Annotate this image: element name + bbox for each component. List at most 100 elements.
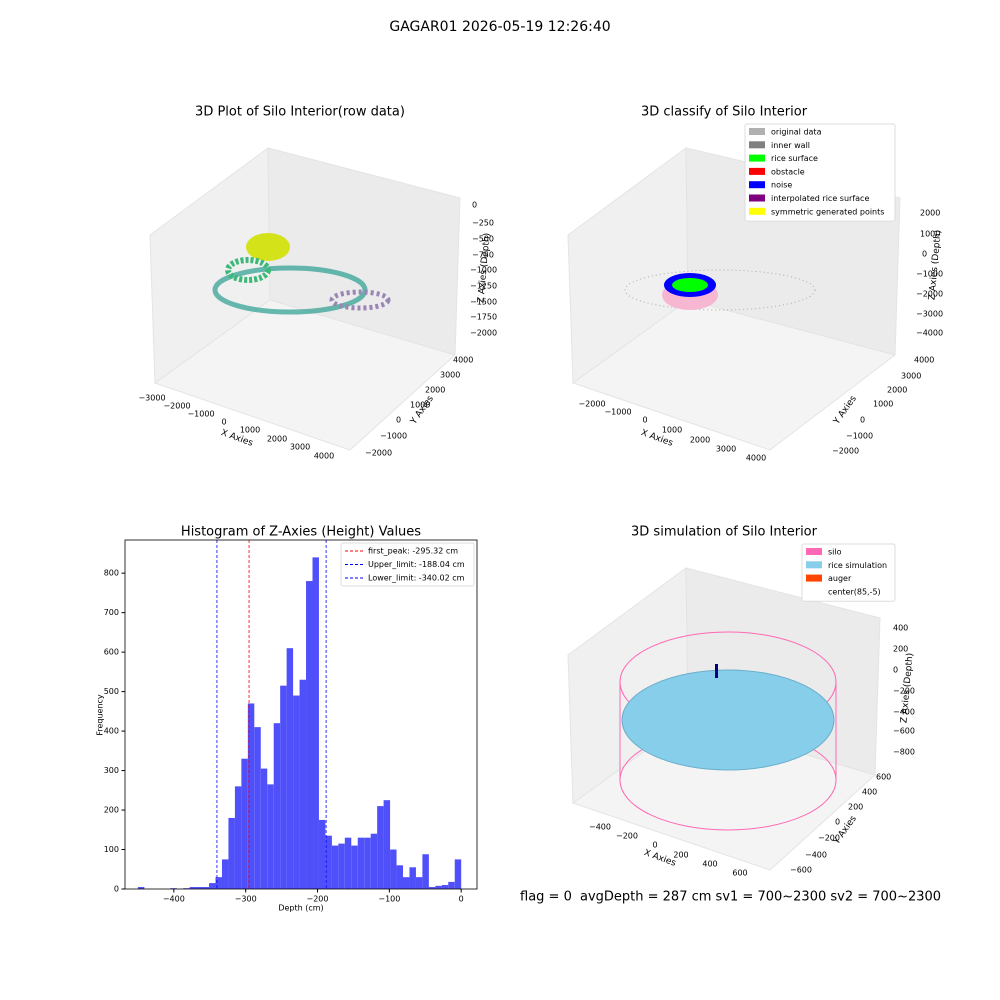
legend-label: rice simulation [828, 561, 887, 570]
y-tick-label: 2000 [887, 386, 907, 395]
bar [370, 833, 378, 889]
panel-title: 3D classify of Silo Interior [641, 105, 808, 120]
legend-box [340, 542, 475, 587]
legend-swatch [749, 167, 765, 175]
y-tick-label: 1000 [410, 401, 430, 410]
z-tick-label: −1750 [470, 313, 497, 322]
legend-swatch [806, 548, 822, 555]
x-tick-label: 0 [652, 841, 657, 850]
x-tick-label: −100 [378, 895, 400, 904]
bar [344, 837, 352, 889]
bar [364, 837, 371, 889]
bar [228, 817, 235, 889]
x-tick-label: −200 [616, 832, 638, 841]
x-tick-label: −400 [163, 895, 185, 904]
y-tick-label: −1000 [380, 432, 407, 441]
z-tick-label: 1000 [920, 230, 940, 239]
legend-swatch [806, 587, 822, 595]
bar [390, 849, 397, 889]
x-tick-label: 0 [642, 416, 647, 425]
y-tick-label: 3000 [440, 371, 460, 380]
bar [196, 887, 203, 889]
x-tick-label: −3000 [138, 394, 165, 403]
x-tick-label: 0 [221, 418, 226, 427]
z-tick-label: −1250 [470, 282, 497, 291]
panel-title: 3D Plot of Silo Interior(row data) [195, 105, 405, 120]
bar [221, 859, 229, 889]
z-tick-label: −1000 [916, 270, 943, 279]
y-tick-label: 2000 [425, 386, 445, 395]
z-tick-label: −750 [472, 251, 494, 260]
y-tick-label: 4000 [914, 356, 934, 365]
y-tick-label: −600 [790, 866, 812, 875]
bar [357, 837, 365, 889]
bar [260, 768, 268, 889]
bar [234, 786, 242, 889]
z-tick-label: 200 [893, 645, 908, 654]
bar [338, 843, 345, 889]
z-tick-label: −250 [472, 219, 494, 228]
legend-label: original data [771, 128, 822, 137]
x-tick-label: −300 [235, 895, 257, 904]
bar [293, 695, 300, 889]
legend-box [744, 123, 896, 222]
y-tick-label: 0 [835, 818, 840, 827]
x-tick-label: 4000 [314, 452, 334, 461]
y-tick-label: 400 [862, 788, 877, 797]
bar [202, 887, 210, 889]
z-tick-label: 400 [893, 624, 908, 633]
legend-label: center(85,-5) [828, 587, 881, 596]
x-tick-label: 3000 [290, 443, 310, 452]
y-tick-label: 600 [104, 648, 119, 657]
legend-label: first_peak: -295.32 cm [368, 547, 458, 556]
y-tick-label: 200 [104, 806, 119, 815]
x-tick-label: 400 [702, 860, 717, 869]
legend-swatch [749, 128, 765, 135]
z-tick-label: −400 [893, 708, 915, 717]
panel-1-box [149, 147, 461, 451]
z-tick-label: −600 [893, 727, 915, 736]
x-tick-label: −1000 [187, 410, 214, 419]
z-tick-label: −1500 [470, 298, 497, 307]
x-tick-label: −200 [307, 895, 329, 904]
y-tick-label: 1000 [873, 400, 893, 409]
y-tick-label: 100 [104, 845, 119, 854]
z-tick-label: −800 [893, 748, 915, 757]
x-tick-label: 600 [732, 869, 747, 878]
legend-label: inner wall [771, 141, 810, 150]
bar [351, 845, 358, 889]
legend-label: symmetric generated points [771, 207, 884, 216]
y-axis-label: Frequency [96, 694, 105, 736]
y-tick-label: 200 [848, 803, 863, 812]
y-tick-label: 0 [114, 885, 119, 894]
z-tick-label: 0 [893, 666, 898, 675]
y-tick-label: −2000 [832, 447, 859, 456]
legend-label: interpolated rice surface [771, 194, 869, 203]
x-tick-label: 2000 [690, 436, 710, 445]
bar [189, 887, 197, 889]
x-tick-label: 0 [459, 895, 464, 904]
z-tick-label: −4000 [916, 329, 943, 338]
legend-label: silo [828, 548, 842, 557]
y-tick-label: 500 [104, 687, 119, 696]
bar [377, 806, 384, 889]
bar [209, 883, 216, 889]
legend-label: Upper_limit: -188.04 cm [368, 560, 465, 569]
footer-text: flag = 0 [520, 890, 572, 905]
z-tick-label: −2000 [916, 290, 943, 299]
bar [312, 557, 319, 889]
y-tick-label: −1000 [846, 432, 873, 441]
bar [215, 877, 222, 889]
legend-swatch [749, 194, 765, 202]
bar [306, 581, 313, 889]
y-tick-label: 700 [104, 608, 119, 617]
z-tick-label: −200 [893, 687, 915, 696]
bar [273, 723, 281, 889]
y-tick-label: −400 [805, 851, 827, 860]
bar [299, 679, 307, 889]
y-tick-label: 300 [104, 766, 119, 775]
bar [428, 887, 436, 889]
legend-swatch [749, 181, 765, 189]
bar [286, 648, 294, 889]
z-tick-label: −3000 [916, 310, 943, 319]
